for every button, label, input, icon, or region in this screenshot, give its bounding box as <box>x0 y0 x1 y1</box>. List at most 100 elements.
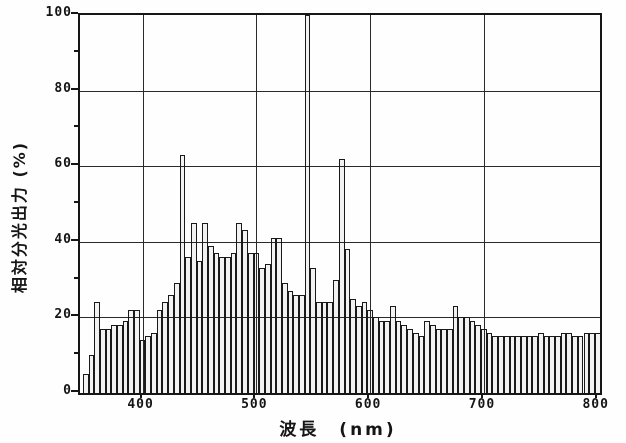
spectral-bar <box>395 321 402 393</box>
spectral-bar <box>384 321 391 393</box>
spectral-bar <box>367 309 373 393</box>
spectral-bar <box>509 336 516 393</box>
h-gridline <box>80 90 600 92</box>
spectral-bar <box>82 374 89 393</box>
spectral-bar <box>202 222 208 393</box>
v-gridline <box>483 15 485 393</box>
x-tick-label: 800 <box>582 397 609 412</box>
x-axis-title: 波長 (nm) <box>279 420 397 440</box>
spectral-bar <box>355 306 362 393</box>
y-minor-tick <box>74 352 78 355</box>
x-tick-label: 500 <box>241 397 268 412</box>
y-major-tick <box>71 163 78 166</box>
spectral-bar <box>179 154 186 393</box>
spectral-bar <box>105 328 112 393</box>
spectral-bar <box>435 328 442 393</box>
spectral-bar <box>537 332 544 393</box>
spectral-bar <box>390 306 396 393</box>
spectral-bar <box>162 302 169 393</box>
spectral-bar <box>333 279 339 393</box>
spectral-bar <box>94 302 100 393</box>
spectral-bar <box>526 336 533 393</box>
spectral-bar <box>378 321 385 393</box>
spectral-bar <box>418 336 425 393</box>
spectral-bar <box>321 302 328 393</box>
spectral-bar <box>247 253 254 393</box>
spectral-bar <box>486 332 493 393</box>
spectral-bar <box>424 321 430 393</box>
spectral-bar <box>139 340 146 393</box>
plot-area <box>78 13 602 395</box>
spectral-bar <box>299 294 305 393</box>
spectral-bar <box>361 302 368 393</box>
spectral-bar <box>469 321 476 393</box>
spectral-bar <box>515 336 521 393</box>
spectral-bar <box>520 336 527 393</box>
spectral-bar <box>208 245 214 393</box>
spectral-bar <box>128 309 135 393</box>
spectral-bar <box>168 294 174 393</box>
spectral-bar <box>577 336 584 393</box>
y-minor-tick <box>74 276 78 279</box>
x-tick-label: 700 <box>468 397 496 412</box>
spectral-bar <box>412 332 419 393</box>
spectral-bar <box>264 264 271 393</box>
spectral-bar <box>185 256 191 393</box>
x-major-tick <box>480 393 483 398</box>
spectral-bar <box>555 336 561 393</box>
spectral-bar <box>88 355 95 393</box>
x-major-tick <box>253 393 256 398</box>
x-major-tick <box>367 393 370 398</box>
spectral-bar <box>151 332 157 393</box>
y-tick-label: 0 <box>63 383 72 398</box>
v-gridline <box>256 15 258 393</box>
y-minor-tick <box>74 125 78 128</box>
spectral-bar <box>111 324 117 393</box>
spectral-bar <box>134 309 140 393</box>
y-minor-tick <box>74 201 78 203</box>
spectral-bar <box>481 328 487 393</box>
spectral-bar <box>401 324 408 393</box>
y-minor-tick <box>74 49 78 52</box>
spectral-bar <box>219 256 226 393</box>
spectral-bar <box>316 302 322 393</box>
spectral-bar <box>156 309 163 393</box>
spectral-bar <box>532 336 538 393</box>
spectral-bar <box>236 222 243 393</box>
y-major-tick <box>71 87 78 90</box>
spectral-bar <box>310 268 317 393</box>
spectral-bar <box>287 290 294 393</box>
spectral-bar <box>276 238 282 393</box>
x-major-tick <box>594 393 597 398</box>
spectral-bar <box>566 332 573 393</box>
spectral-bar <box>589 332 595 393</box>
spectral-bar <box>549 336 556 393</box>
spectral-bar <box>281 283 288 393</box>
spectral-bar <box>122 321 129 393</box>
spectral-bar <box>253 253 260 393</box>
spectral-bar <box>458 317 465 393</box>
spectral-bar <box>225 256 231 393</box>
x-tick-label: 400 <box>127 397 154 412</box>
spectral-bar <box>230 253 237 393</box>
spectral-bar <box>583 332 590 393</box>
spectral-bar <box>116 324 123 393</box>
v-gridline <box>142 15 144 393</box>
v-gridline <box>370 15 372 393</box>
spectral-bar <box>196 260 203 393</box>
spectral-bar <box>441 328 447 393</box>
spectral-bar <box>190 222 197 393</box>
y-major-tick <box>71 238 78 241</box>
y-axis-title: 相対分光出力 (%) <box>10 140 29 294</box>
y-major-tick <box>71 390 78 392</box>
h-gridline <box>80 241 600 243</box>
spectral-bar <box>492 336 499 393</box>
spectral-bar <box>99 328 106 393</box>
y-tick-label: 100 <box>45 5 72 20</box>
spectral-bar <box>173 283 180 393</box>
spectral-bar <box>293 294 300 393</box>
spectral-bar <box>327 302 334 393</box>
h-gridline <box>80 317 600 319</box>
h-gridline <box>80 166 600 168</box>
